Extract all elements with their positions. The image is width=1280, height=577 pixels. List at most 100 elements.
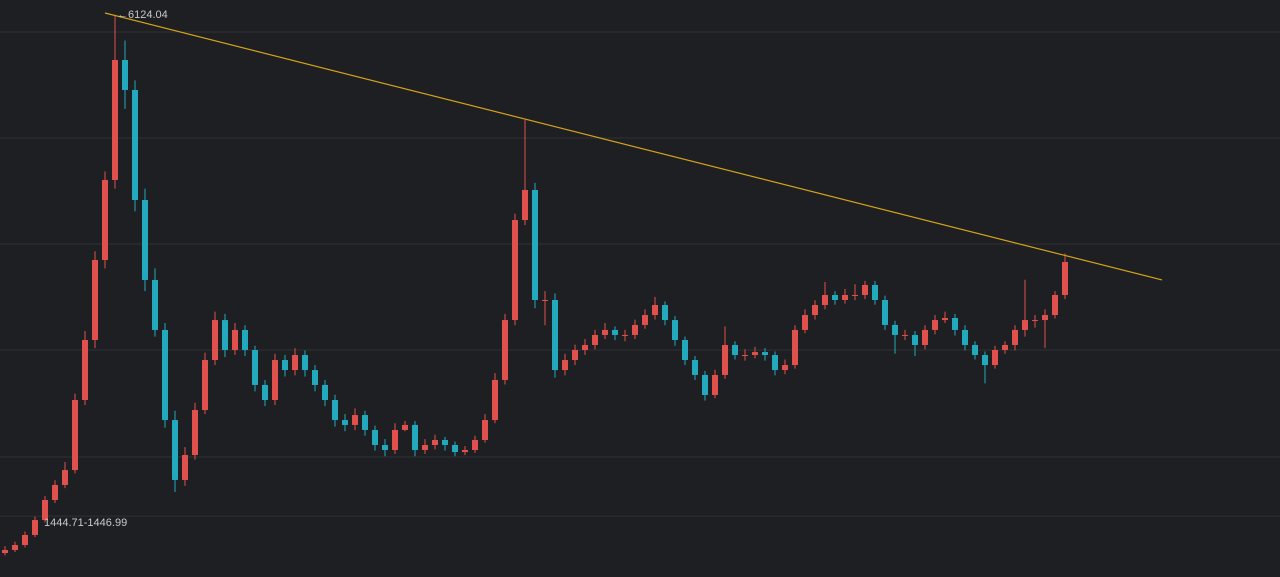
candle-body	[802, 315, 808, 330]
candle-body	[872, 284, 878, 301]
candle-body	[682, 339, 688, 361]
candle-body	[982, 355, 988, 366]
candle-body	[472, 439, 478, 451]
peak-label: ←6124.04	[117, 9, 168, 21]
candle-body	[1022, 320, 1028, 330]
candle-body	[132, 89, 138, 201]
candle-body	[1062, 261, 1068, 295]
candle-body	[512, 220, 518, 321]
candle-body	[952, 317, 958, 330]
candle-body	[532, 189, 538, 301]
candle-body	[172, 420, 178, 480]
candle-body	[652, 305, 658, 316]
candle-body	[152, 279, 158, 330]
candle-body	[102, 179, 108, 261]
candle-body	[1042, 315, 1048, 321]
candle-body	[382, 444, 388, 451]
candle-body	[1052, 294, 1058, 316]
candle-body	[322, 384, 328, 401]
candle-body	[282, 360, 288, 371]
candle-body	[352, 415, 358, 425]
candle-body	[862, 284, 868, 295]
candle-body	[742, 355, 748, 357]
candle-body	[242, 329, 248, 351]
candle-body	[502, 320, 508, 380]
candle-body	[492, 379, 498, 421]
candle-body	[852, 294, 858, 296]
candle-body	[942, 317, 948, 321]
candle-body	[342, 420, 348, 425]
candle-body	[122, 60, 128, 90]
candle-body	[442, 439, 448, 445]
candle-body	[412, 424, 418, 451]
candle-body	[422, 444, 428, 451]
candle-body	[162, 329, 168, 421]
candle-body	[572, 350, 578, 361]
candle-body	[312, 370, 318, 385]
candle-body	[222, 320, 228, 351]
candle-body	[22, 534, 28, 545]
candle-body	[562, 360, 568, 371]
candle-body	[972, 344, 978, 356]
candle-body	[782, 365, 788, 371]
candle-body	[92, 260, 98, 340]
candle-body	[932, 320, 938, 330]
candle-body	[882, 300, 888, 325]
candle-body	[722, 344, 728, 375]
candle-body	[2, 550, 8, 554]
candle-body	[1002, 344, 1008, 351]
candle-body	[362, 415, 368, 430]
candle-body	[82, 339, 88, 401]
candle-body	[892, 324, 898, 335]
candle-body	[642, 315, 648, 325]
candle-body	[732, 344, 738, 356]
candle-body	[752, 352, 758, 356]
candle-body	[202, 360, 208, 411]
candle-body	[812, 305, 818, 316]
candle-body	[842, 294, 848, 301]
candle-body	[62, 470, 68, 485]
candle-body	[32, 520, 38, 535]
candle-body	[672, 320, 678, 340]
candle-body	[402, 424, 408, 430]
candle-body	[72, 400, 78, 471]
candle-body	[822, 294, 828, 306]
candle-body	[762, 352, 768, 356]
candle-body	[832, 294, 838, 301]
candle-body	[112, 60, 118, 180]
candle-body	[522, 189, 528, 221]
candle-body	[292, 355, 298, 371]
candle-body	[912, 334, 918, 345]
candle-body	[272, 360, 278, 401]
candle-body	[142, 200, 148, 280]
candle-body	[632, 324, 638, 335]
candle-body	[662, 305, 668, 321]
candle-body	[602, 329, 608, 335]
candle-body	[482, 420, 488, 440]
candle-body	[52, 484, 58, 501]
low-label: 1444.71-1446.99	[44, 517, 127, 529]
candle-body	[692, 360, 698, 375]
candle-body	[42, 500, 48, 521]
candle-body	[1012, 329, 1018, 345]
candle-body	[592, 334, 598, 345]
candle-body	[622, 334, 628, 336]
candle-body	[792, 329, 798, 366]
candle-body	[712, 374, 718, 395]
candle-body	[462, 450, 468, 453]
candle-body	[12, 544, 18, 551]
candle-body	[962, 329, 968, 345]
candle-body	[542, 300, 548, 302]
candle-body	[182, 455, 188, 480]
candle-body	[702, 374, 708, 395]
candle-body	[392, 429, 398, 451]
candle-body	[252, 350, 258, 385]
candle-body	[332, 400, 338, 421]
candle-body	[582, 344, 588, 351]
candle-body	[902, 334, 908, 336]
candle-body	[372, 429, 378, 445]
candle-body	[922, 329, 928, 345]
candle-body	[432, 439, 438, 445]
candle-body	[452, 444, 458, 453]
